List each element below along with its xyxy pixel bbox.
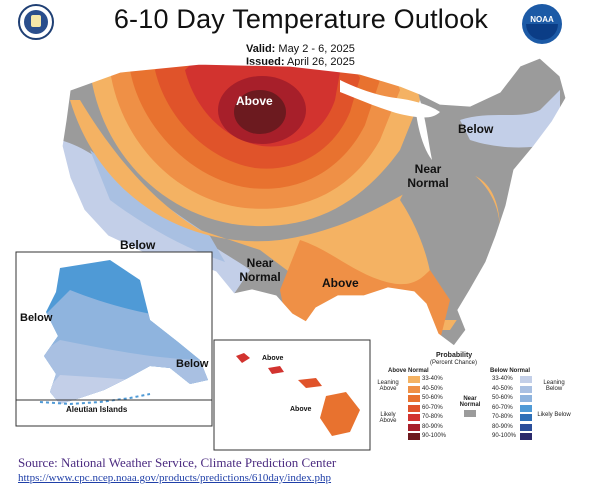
legend-title: Probability [436,352,473,359]
legend-likely-above: Likely Above [379,412,397,424]
legend-above-swatch [408,376,420,383]
legend-subtitle: (Percent Chance) [430,360,478,366]
label-hawaii-above-1: Above [262,355,284,362]
legend-below-swatch [520,433,532,440]
valid-value: May 2 - 6, 2025 [278,43,355,55]
noaa-logo-icon: NOAA [522,4,562,44]
commerce-seal-icon [18,4,54,40]
legend-above-bin: 33-40% [422,376,443,382]
legend-above-bin: 80-90% [422,423,443,430]
aleutian-chain [39,393,151,406]
above-90-100 [234,90,286,134]
legend-near-label: Near Normal [459,396,481,408]
label-below-northeast: Below [458,122,494,136]
legend-below-bin: 90-100% [492,433,517,439]
legend-below-swatch [520,376,532,383]
molokai-maui [298,378,322,388]
legend-below-bin: 40-50% [492,385,513,392]
legend-below-header: Below Normal [490,368,531,374]
legend-above-bin: 70-80% [422,414,443,420]
label-alaska-below-west: Below [20,312,53,324]
legend-leaning-below: Leaning Below [543,380,565,392]
kauai [236,353,250,363]
legend-above-swatch [408,385,420,393]
valid-label: Valid: [246,43,276,55]
above-leaning-south [70,100,500,330]
probability-legend: Probability (Percent Chance) Above Norma… [372,352,578,452]
legend-above-bin: 60-70% [422,404,443,411]
below-northeast-region [460,90,560,148]
label-hawaii-above-2: Above [290,406,312,413]
label-above-north: Above [236,94,273,108]
legend-above-swatch [408,414,420,421]
legend-leaning-above: Leaning Above [377,380,399,392]
valid-dates: Valid: May 2 - 6, 2025 [246,43,355,55]
legend-above-swatch [408,433,420,440]
legend-below-swatch [520,414,532,421]
page-title: 6-10 Day Temperature Outlook [113,4,489,34]
source-link[interactable]: https://www.cpc.ncep.noaa.gov/products/p… [18,472,332,484]
legend-below-swatch [520,395,532,402]
legend-below-swatch [520,385,532,393]
legend-above-bin: 90-100% [422,433,447,439]
legend-below-bin: 60-70% [492,404,513,411]
oahu [268,366,284,374]
legend-above-swatch [408,395,420,402]
big-island [320,392,360,436]
legend-above-header: Above Normal [388,368,429,374]
label-above-south: Above [322,276,359,290]
legend-above-swatch [408,423,420,431]
legend-near-swatch [464,410,476,417]
label-below-southwest: Below [120,238,156,252]
near-normal-east-region [400,158,500,320]
legend-above-swatch [408,404,420,412]
label-aleutian-islands: Aleutian Islands [66,405,128,414]
label-alaska-below-southeast: Below [176,358,209,370]
legend-below-bin: 33-40% [492,376,513,382]
legend-below-swatch [520,423,532,431]
label-near-normal-east: Near Normal [407,162,449,190]
lake-michigan [416,100,432,160]
legend-below-swatch [520,404,532,412]
legend-above-bin: 40-50% [422,385,443,392]
label-near-normal-south: Near Normal [239,256,281,284]
noaa-logo-wave [526,24,558,40]
great-lakes [340,80,440,118]
legend-below-bin: 80-90% [492,423,513,430]
legend-above-bin: 50-60% [422,395,443,401]
legend-below-bin: 70-80% [492,414,513,420]
source-text: Source: National Weather Service, Climat… [18,455,337,470]
seal-emblem [31,15,41,27]
legend-below-bin: 50-60% [492,395,513,401]
noaa-logo-text: NOAA [530,15,554,24]
issued-value: April 26, 2025 [286,56,355,68]
legend-likely-below: Likely Below [537,412,571,418]
